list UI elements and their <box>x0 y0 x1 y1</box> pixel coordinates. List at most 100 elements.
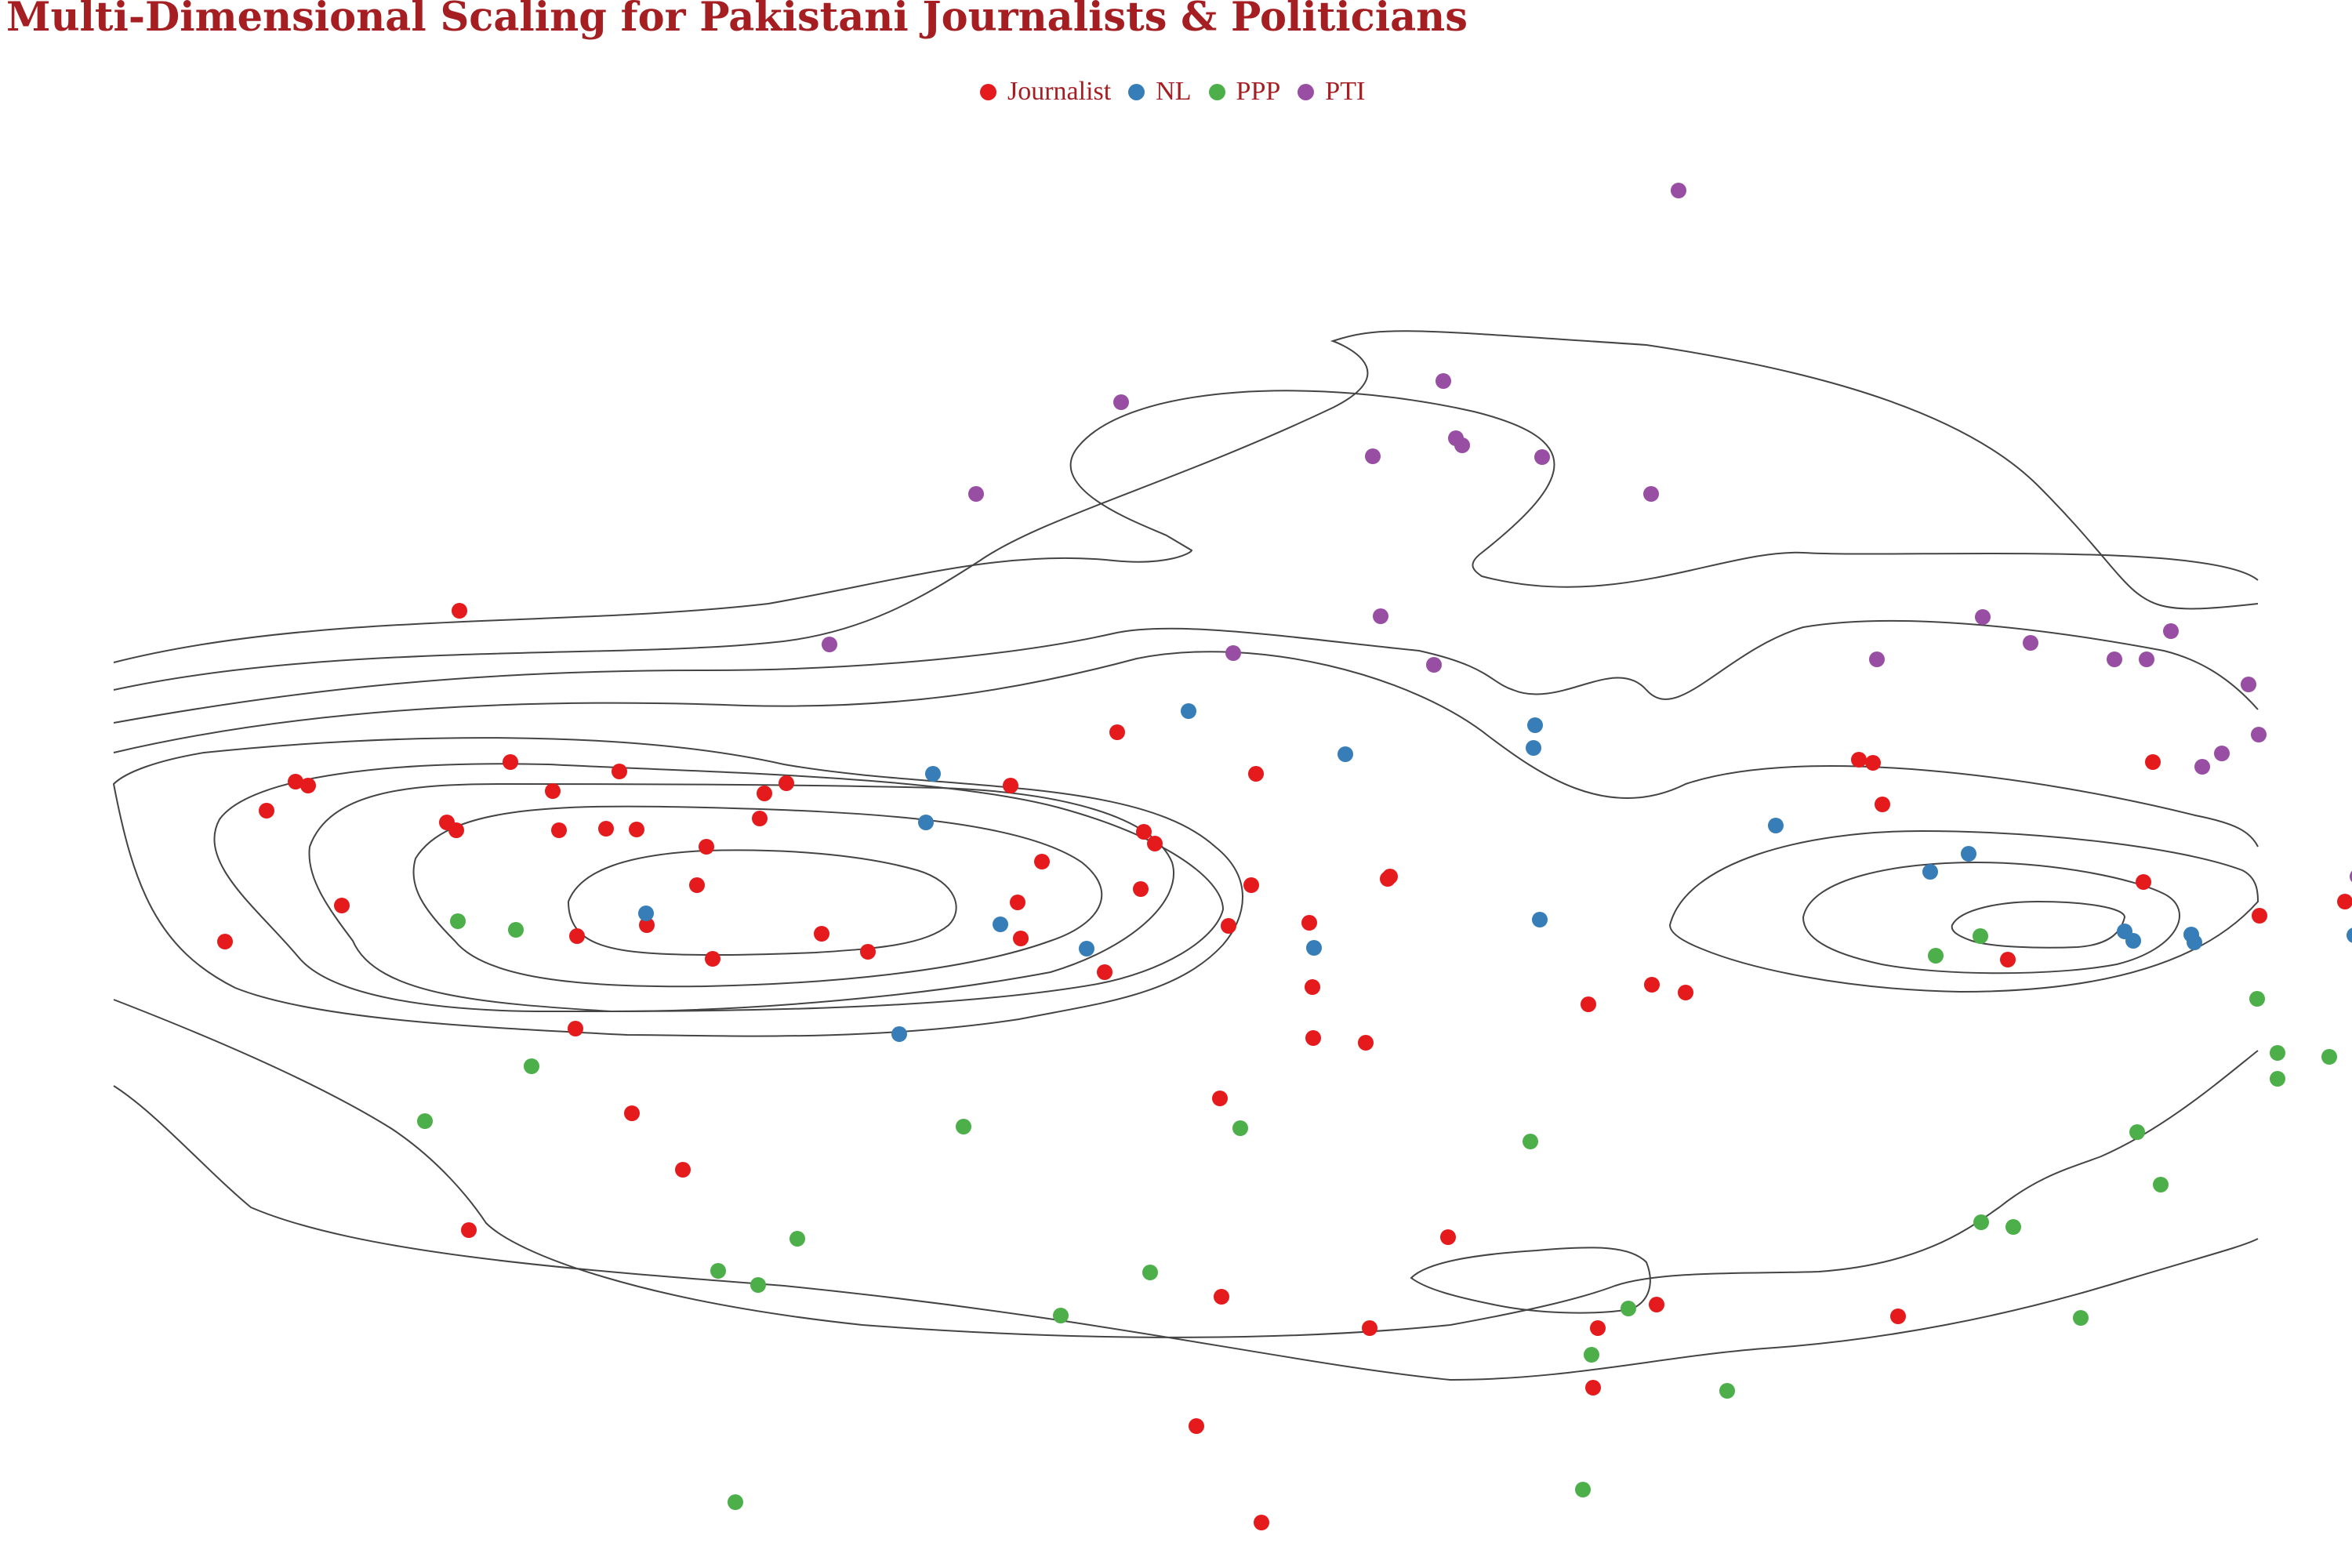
data-point-journalist <box>1254 1515 1269 1530</box>
data-point-ppp <box>1719 1383 1735 1399</box>
data-point-ppp <box>2270 1045 2285 1061</box>
data-point-journalist <box>1013 931 1029 946</box>
data-point-journalist <box>612 764 627 779</box>
data-point-journalist <box>752 811 768 826</box>
data-point-journalist <box>705 951 720 967</box>
legend-marker <box>1128 83 1145 100</box>
legend-marker <box>1208 83 1225 100</box>
data-point-ppp <box>1523 1134 1538 1149</box>
data-point-pti <box>2241 677 2256 692</box>
data-point-journalist <box>1890 1308 1906 1324</box>
data-point-journalist <box>1362 1320 1377 1336</box>
contour-line <box>113 390 2259 663</box>
data-point-nl <box>1532 912 1548 927</box>
data-point-journalist <box>1358 1035 1374 1051</box>
data-point-journalist <box>2252 908 2267 924</box>
data-point-journalist <box>860 944 876 960</box>
contour-line <box>1668 829 2259 993</box>
data-point-nl <box>925 766 941 782</box>
data-point-journalist <box>461 1222 477 1238</box>
data-point-ppp <box>2073 1310 2089 1326</box>
data-point-journalist <box>1649 1297 1664 1312</box>
contour-line <box>213 763 1225 1013</box>
data-point-journalist <box>1243 877 1259 893</box>
contour-line <box>113 651 2259 848</box>
legend-label: PTI <box>1325 77 1366 106</box>
data-point-journalist <box>624 1105 640 1121</box>
data-point-journalist <box>1010 895 1025 910</box>
data-point-pti <box>1436 373 1451 389</box>
data-point-journalist <box>598 821 614 837</box>
data-point-pti <box>1869 652 1885 667</box>
data-point-nl <box>1338 746 1353 762</box>
data-point-journalist <box>448 822 464 838</box>
data-point-nl <box>1181 703 1196 719</box>
legend-item: PPP <box>1208 77 1281 107</box>
data-point-journalist <box>1644 977 1660 993</box>
data-point-ppp <box>2249 991 2265 1007</box>
data-point-journalist <box>1212 1091 1228 1106</box>
legend-item: Journalist <box>980 77 1111 107</box>
scatter-points <box>217 183 2352 1530</box>
data-point-ppp <box>508 922 524 938</box>
data-point-ppp <box>417 1113 433 1129</box>
data-point-ppp <box>2270 1071 2285 1087</box>
data-point-ppp <box>710 1263 726 1279</box>
data-point-nl <box>1961 846 1976 862</box>
data-point-ppp <box>1584 1347 1599 1363</box>
data-point-journalist <box>1214 1289 1229 1305</box>
legend: Journalist NL PPP PTI <box>980 77 1382 107</box>
data-point-pti <box>2251 727 2267 742</box>
data-point-nl <box>2187 935 2202 950</box>
legend-item: NL <box>1128 77 1192 107</box>
data-point-pti <box>968 486 984 502</box>
data-point-pti <box>1643 486 1659 502</box>
data-point-journalist <box>675 1162 691 1178</box>
contour-line <box>113 1085 2259 1381</box>
data-point-journalist <box>1440 1229 1456 1245</box>
contour-line <box>308 782 1174 1013</box>
data-point-journalist <box>757 786 772 801</box>
data-point-ppp <box>1973 928 1988 944</box>
data-point-nl <box>2125 933 2141 949</box>
data-point-journalist <box>452 603 467 619</box>
data-point-journalist <box>503 754 518 770</box>
data-point-journalist <box>1305 1030 1321 1046</box>
data-point-pti <box>822 637 837 652</box>
data-point-ppp <box>450 913 466 929</box>
legend-label: PPP <box>1236 77 1281 106</box>
data-point-nl <box>638 906 654 921</box>
data-point-ppp <box>1973 1214 1989 1230</box>
legend-marker <box>1298 83 1315 100</box>
data-point-journalist <box>1189 1418 1204 1434</box>
data-point-ppp <box>956 1119 971 1134</box>
data-point-journalist <box>814 926 829 942</box>
legend-label: Journalist <box>1007 77 1112 106</box>
data-point-journalist <box>1678 985 1693 1000</box>
data-point-journalist <box>2000 952 2016 967</box>
data-point-pti <box>2107 652 2122 667</box>
data-point-journalist <box>1248 766 1264 782</box>
data-point-ppp <box>2153 1177 2169 1192</box>
data-point-ppp <box>1053 1308 1069 1323</box>
data-point-ppp <box>1621 1301 1636 1316</box>
data-point-journalist <box>639 917 655 933</box>
contour-line <box>113 619 2259 724</box>
data-point-journalist <box>2337 894 2352 909</box>
data-point-pti <box>2214 746 2230 761</box>
data-point-pti <box>1225 645 1241 661</box>
data-point-journalist <box>1305 979 1320 995</box>
data-point-ppp <box>750 1277 766 1293</box>
data-point-journalist <box>1136 824 1152 840</box>
data-point-journalist <box>629 822 644 837</box>
data-point-pti <box>2163 623 2179 639</box>
data-point-journalist <box>288 774 303 789</box>
data-point-pti <box>2139 652 2154 667</box>
legend-item: PTI <box>1298 77 1365 107</box>
contour-line <box>1802 861 2180 975</box>
contour-line <box>112 737 1243 1037</box>
data-point-ppp <box>789 1231 805 1247</box>
data-point-journalist <box>699 839 714 855</box>
data-point-journalist <box>1851 752 1867 768</box>
